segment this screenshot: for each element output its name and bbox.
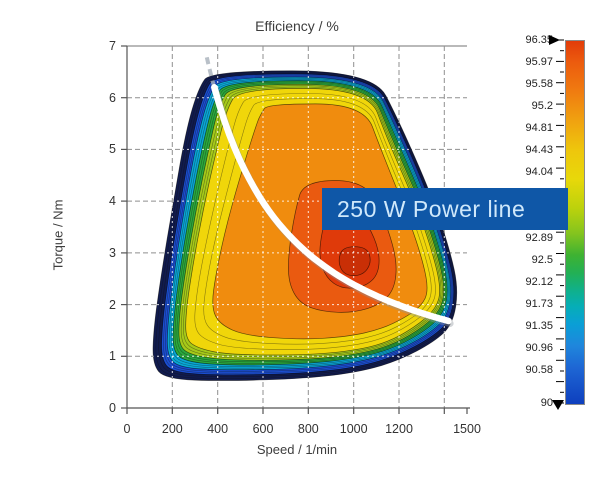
colorbar-tick-label: 90 <box>540 397 553 409</box>
y-tick-label: 6 <box>109 90 116 105</box>
x-tick-label: 800 <box>297 422 319 436</box>
y-tick-label: 4 <box>109 194 116 209</box>
x-tick-label: 200 <box>161 422 183 436</box>
x-tick-label: 0 <box>123 422 131 436</box>
power-line-curve <box>211 84 452 325</box>
y-axis-label: Torque / Nm <box>50 199 66 271</box>
colorbar-tick-label: 90.58 <box>525 363 553 376</box>
colorbar-tick-label: 91.35 <box>525 319 553 332</box>
colorbar-min-arrow-icon <box>552 400 564 410</box>
power-line-lead-dash <box>204 56 218 94</box>
colorbar-tick-label: 92.12 <box>525 275 553 288</box>
y-tick-label: 0 <box>109 401 116 415</box>
colorbar-tick-label: 95.97 <box>525 55 553 68</box>
chart-title: Efficiency / % <box>255 18 339 34</box>
y-tick-label: 5 <box>109 142 116 157</box>
colorbar-tick-label: 96.35 <box>525 34 553 46</box>
x-tick-label: 1200 <box>385 422 413 436</box>
colorbar-tick-label: 91.73 <box>525 298 553 311</box>
y-tick-label: 2 <box>109 297 116 312</box>
x-tick-label: 400 <box>207 422 229 436</box>
colorbar-max-arrow-icon <box>549 35 560 45</box>
y-tick-label: 1 <box>109 349 116 364</box>
colorbar-tick-label: 94.04 <box>525 166 553 179</box>
colorbar-tick-label: 95.2 <box>531 99 553 112</box>
colorbar-tick-label: 92.5 <box>531 254 553 267</box>
colorbar-tick-label: 94.81 <box>525 122 553 135</box>
colorbar-tick-label: 95.58 <box>525 78 553 91</box>
x-tick-label: 1000 <box>339 422 368 436</box>
colorbar-tick-label: 94.43 <box>525 143 553 156</box>
x-axis-label: Speed / 1/min <box>256 442 338 457</box>
colorbar <box>565 40 585 405</box>
x-tick-label: 600 <box>252 422 274 436</box>
x-tick-label: 1500 <box>453 422 481 436</box>
power-line-label: 250 W Power line <box>322 188 568 230</box>
colorbar-tick-label: 92.89 <box>525 231 553 244</box>
y-tick-label: 7 <box>109 39 116 53</box>
colorbar-tick-label: 90.96 <box>525 342 553 355</box>
y-tick-label: 3 <box>109 245 116 260</box>
